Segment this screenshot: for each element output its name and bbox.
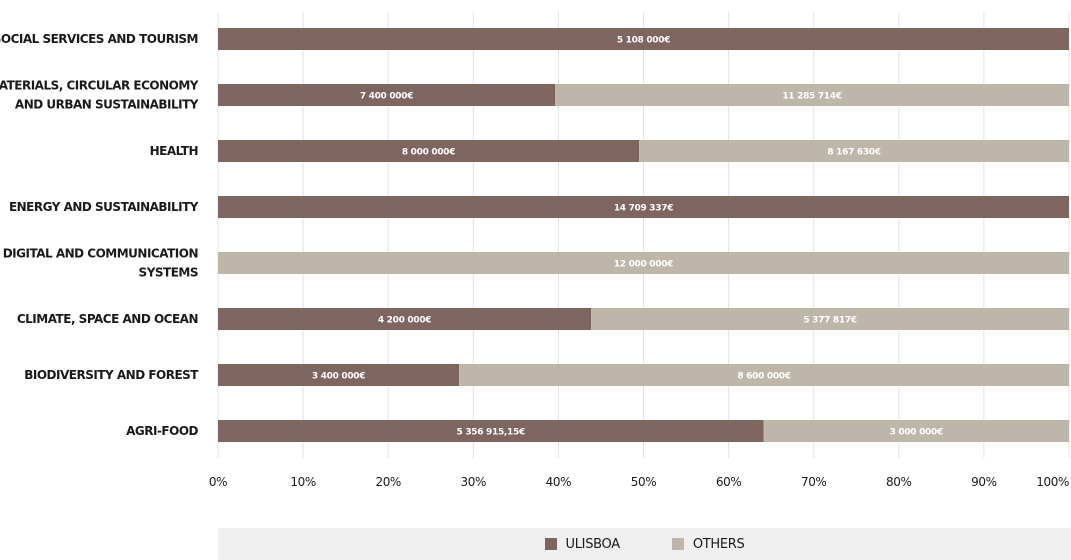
bar-segment-others — [639, 140, 1069, 162]
x-tick-label: 80% — [886, 475, 911, 489]
bar-segment-ulisboa — [218, 196, 1069, 218]
category-label: DIGITAL AND COMMUNICATION — [3, 247, 198, 261]
category-label: AND URBAN SUSTAINABILITY — [15, 98, 199, 112]
legend-label-others: OTHERS — [692, 536, 745, 552]
category-label: CLIMATE, SPACE AND OCEAN — [17, 312, 198, 326]
bar-segment-others — [763, 420, 1069, 442]
bar-data-label: 8 600 000€ — [737, 372, 790, 382]
stacked-bar-chart: 5 108 000€ 7 400 000€ 11 285 714€ 8 000 000… — [0, 12, 1070, 489]
grid-layer — [217, 12, 1070, 458]
bar-data-label: 8 000 000€ — [402, 148, 455, 158]
bar-data-label: 11 285 714€ — [782, 92, 841, 102]
legend-swatch-others — [671, 538, 684, 550]
bar-data-label: 14 709 337€ — [614, 204, 673, 214]
chart-legend: ULISBOA OTHERS — [218, 528, 1071, 560]
bar-data-label: 5 356 915,15€ — [457, 428, 525, 438]
x-tick-label: 30% — [461, 475, 486, 489]
bar-data-label: 5 377 817€ — [803, 316, 856, 326]
category-label: ENERGY AND SUSTAINABILITY — [9, 200, 199, 214]
bar-data-label: 7 400 000€ — [360, 92, 413, 102]
category-label: SYSTEMS — [139, 266, 198, 280]
category-label: HEALTH — [150, 144, 198, 158]
category-label: BIODIVERSITY AND FOREST — [24, 368, 199, 382]
bar-data-label: 5 108 000€ — [617, 36, 670, 46]
bar-segment-ulisboa — [218, 420, 764, 442]
label-layer: 5 108 000€ 7 400 000€ 11 285 714€ 8 000 000… — [312, 36, 943, 438]
x-tick-label: 90% — [971, 475, 996, 489]
bar-layer — [218, 28, 1069, 442]
bar-segment-others — [555, 84, 1069, 106]
legend-label-ulisboa: ULISBOA — [565, 536, 621, 552]
bar-segment-ulisboa — [218, 140, 640, 162]
bar-data-label: 4 200 000€ — [378, 316, 431, 326]
x-tick-label: 10% — [290, 475, 315, 489]
x-tick-label: 60% — [716, 475, 741, 489]
axis-layer: 0% 10% 20% 30% 40% 50% 60% 70% 80% 90% 100% SOCIAL … — [0, 32, 1069, 489]
bar-data-label: 3 000 000€ — [890, 428, 943, 438]
bar-segment-ulisboa — [218, 84, 556, 106]
bar-data-label: 8 167 630€ — [827, 148, 880, 158]
x-tick-label: 20% — [375, 475, 400, 489]
legend-swatch-ulisboa — [544, 538, 557, 550]
category-label: SOCIAL SERVICES AND TOURISM — [0, 32, 198, 46]
bar-segment-others — [218, 252, 1069, 274]
bar-segment-ulisboa — [218, 364, 460, 386]
x-tick-label: 100% — [1036, 475, 1069, 489]
x-tick-label: 40% — [546, 475, 571, 489]
bar-segment-ulisboa — [218, 308, 592, 330]
x-tick-label: 70% — [801, 475, 826, 489]
bar-segment-others — [591, 308, 1069, 330]
legend-item-others: OTHERS — [671, 536, 745, 552]
bar-data-label: 12 000 000€ — [614, 260, 673, 270]
x-tick-label: 50% — [631, 475, 656, 489]
category-label: MATERIALS, CIRCULAR ECONOMY — [0, 79, 199, 93]
category-label: AGRI-FOOD — [126, 424, 198, 438]
x-tick-label: 0% — [209, 475, 227, 489]
legend-item-ulisboa: ULISBOA — [544, 536, 621, 552]
bar-segment-others — [459, 364, 1069, 386]
bar-data-label: 3 400 000€ — [312, 372, 365, 382]
bar-segment-ulisboa — [218, 28, 1069, 50]
